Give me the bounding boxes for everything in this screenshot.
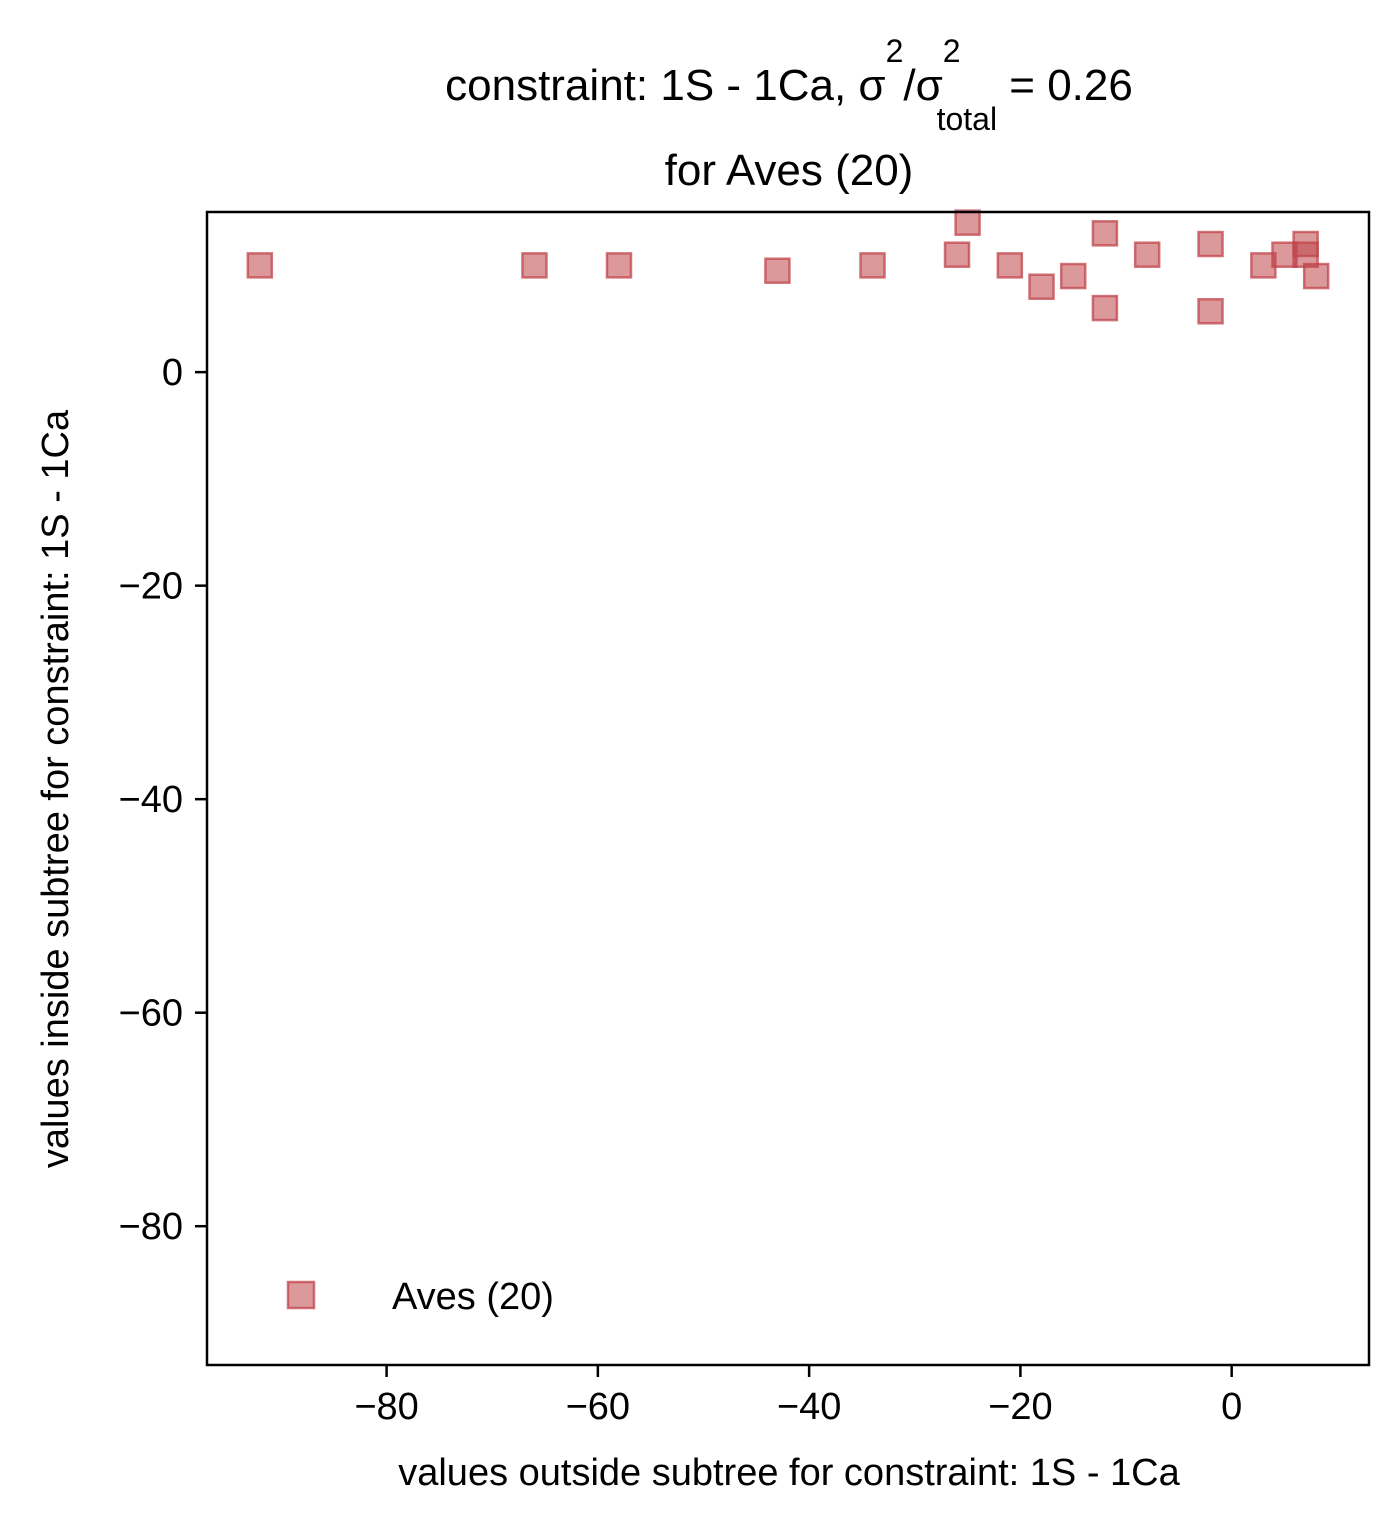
data-point	[1197, 298, 1224, 325]
legend-label: Aves (20)	[392, 1276, 554, 1318]
x-axis-label: values outside subtree for constraint: 1…	[398, 1452, 1180, 1494]
data-point	[605, 252, 633, 279]
data-point	[521, 252, 548, 279]
y-tick-label: −80	[119, 1206, 183, 1248]
data-point	[1091, 220, 1119, 247]
y-axis-ticks: 0 −20 −40 −60 −80	[119, 352, 207, 1248]
y-tick-label: −40	[119, 779, 183, 821]
y-tick-label: −20	[119, 566, 183, 608]
x-tick-label: 0	[1221, 1386, 1242, 1428]
x-tick-label: −20	[988, 1386, 1052, 1428]
data-point	[246, 252, 274, 279]
legend: Aves (20)	[286, 1276, 554, 1318]
data-point	[1197, 230, 1224, 258]
x-tick-label: −40	[777, 1386, 841, 1428]
data-point	[1292, 241, 1319, 268]
data-point	[954, 209, 981, 236]
data-point	[1059, 262, 1087, 290]
x-tick-label: −80	[354, 1386, 418, 1428]
plot-area	[246, 209, 1330, 325]
data-point	[1028, 273, 1055, 300]
data-point	[1091, 294, 1119, 322]
chart-title-line2: for Aves (20)	[665, 146, 914, 195]
y-tick-label: 0	[162, 352, 183, 394]
axes-frame	[205, 210, 1371, 1367]
y-tick-label: −60	[119, 993, 183, 1035]
chart-title-line1: constraint: 1S - 1Ca, σ2/σ2 total = 0.26	[445, 33, 1133, 137]
legend-marker	[286, 1280, 316, 1310]
y-axis-label: values inside subtree for constraint: 1S…	[35, 409, 77, 1168]
data-point	[1302, 262, 1330, 290]
x-axis-ticks: −80 −60 −40 −20 0	[354, 1365, 1242, 1428]
data-point	[1133, 241, 1161, 268]
data-point	[859, 252, 886, 279]
data-point	[764, 257, 791, 284]
data-point	[943, 241, 971, 268]
x-tick-label: −60	[566, 1386, 630, 1428]
data-point	[996, 252, 1024, 279]
